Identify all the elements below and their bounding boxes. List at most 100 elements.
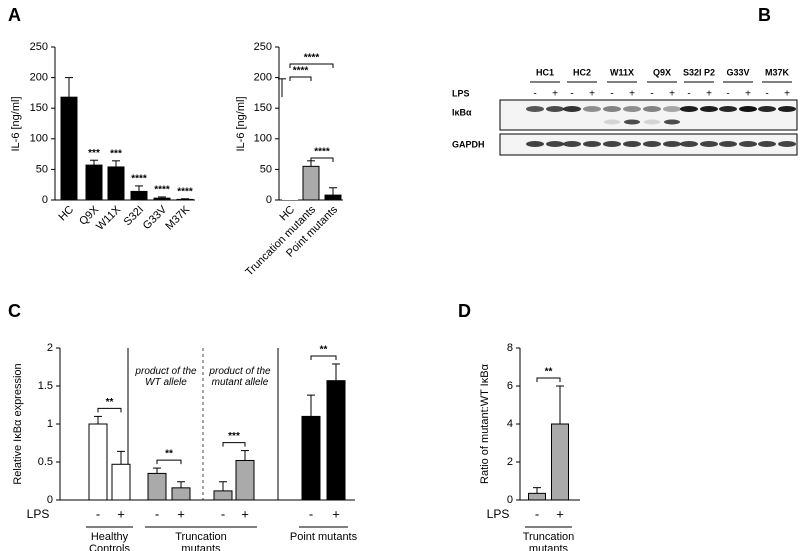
band — [663, 106, 681, 112]
lane-label: G33V — [726, 67, 749, 77]
band — [546, 106, 564, 112]
y-tick-label: 1.5 — [38, 380, 53, 392]
significance: ** — [320, 345, 328, 356]
y-axis-label: IL-6 [ng/ml] — [235, 96, 247, 151]
x-tick-label: + — [177, 506, 185, 521]
y-tick-label: 1 — [47, 418, 53, 430]
panel-label: C — [8, 301, 21, 321]
y-axis-label: Ratio of mutant:WT IκBα — [479, 363, 491, 484]
band — [643, 141, 661, 147]
y-tick-label: 100 — [30, 133, 48, 145]
bar — [171, 487, 191, 501]
treatment-tick: - — [650, 89, 653, 100]
band — [623, 141, 641, 147]
significance-bracket — [289, 76, 312, 81]
panel-label: A — [8, 5, 21, 25]
band — [603, 106, 621, 112]
band — [664, 119, 680, 125]
significance: **** — [154, 185, 170, 196]
treatment-tick: + — [706, 89, 712, 100]
treatment-tick: - — [533, 89, 536, 100]
bar — [111, 463, 131, 501]
treatment-tick: - — [570, 89, 573, 100]
treatment-tick: + — [552, 89, 558, 100]
x-tick-label: + — [241, 506, 249, 521]
x-tick-label: - — [535, 506, 539, 521]
band — [604, 119, 620, 125]
lane-label: HC1 — [536, 67, 554, 77]
y-tick-label: 100 — [254, 133, 272, 145]
lane-label: M37K — [765, 67, 790, 77]
bar — [176, 198, 194, 201]
significance: **** — [304, 53, 320, 64]
bar — [528, 492, 546, 501]
bar — [326, 380, 346, 501]
significance-bracket — [310, 157, 334, 162]
band — [526, 106, 544, 112]
y-tick-label: 4 — [507, 418, 513, 430]
band — [623, 106, 641, 112]
significance: **** — [314, 147, 330, 158]
band — [700, 106, 718, 112]
treatment-tick: + — [629, 89, 635, 100]
x-tick-label: W11X — [94, 203, 124, 233]
lane-label: HC2 — [573, 67, 591, 77]
band — [778, 141, 796, 147]
treatment-tick: - — [687, 89, 690, 100]
band — [739, 106, 757, 112]
y-tick-label: 6 — [507, 380, 513, 392]
y-tick-label: 50 — [260, 163, 272, 175]
y-tick-label: 200 — [30, 72, 48, 84]
group-label: Truncation mutants — [522, 531, 575, 551]
y-tick-label: 150 — [30, 102, 48, 114]
band — [739, 141, 757, 147]
y-tick-label: 250 — [30, 41, 48, 53]
y-tick-label: 0.5 — [38, 456, 53, 468]
annotation: product of the mutant allele — [209, 366, 271, 388]
x-tick-label: - — [309, 506, 313, 521]
x-axis-label: LPS — [27, 507, 50, 521]
band — [563, 141, 581, 147]
y-tick-label: 0 — [266, 194, 272, 206]
x-tick-label: + — [117, 506, 125, 521]
y-tick-label: 2 — [507, 456, 513, 468]
significance: *** — [88, 148, 100, 159]
bar — [302, 165, 320, 201]
x-tick-label: G33V — [141, 203, 170, 232]
y-tick-label: 200 — [254, 72, 272, 84]
band — [583, 141, 601, 147]
blot-frame — [499, 99, 798, 131]
y-axis-label: Relative IκBα expression — [12, 363, 24, 484]
y-axis-label: IL-6 [ng/ml] — [10, 96, 22, 151]
band — [644, 119, 660, 125]
significance-bracket — [222, 442, 246, 447]
band — [719, 106, 737, 112]
lane-label: W11X — [610, 67, 634, 77]
significance: *** — [228, 431, 240, 442]
y-tick-label: 8 — [507, 342, 513, 354]
y-tick-label: 0 — [507, 494, 513, 506]
significance: ** — [106, 397, 114, 408]
treatment-tick: + — [745, 89, 751, 100]
band — [624, 119, 640, 125]
band — [663, 141, 681, 147]
row-label: IκBα — [452, 107, 472, 117]
x-tick-label: + — [556, 506, 564, 521]
x-tick-label: M37K — [163, 203, 192, 232]
bar — [107, 166, 125, 201]
treatment-tick: + — [784, 89, 790, 100]
panel-label: D — [458, 301, 471, 321]
bar — [551, 423, 569, 501]
significance-bracket — [536, 377, 561, 382]
panel-label: B — [758, 5, 771, 25]
significance-bracket — [289, 63, 334, 68]
significance: *** — [110, 148, 122, 159]
band — [526, 141, 544, 147]
treatment-tick: - — [765, 89, 768, 100]
significance: ** — [545, 367, 553, 378]
significance-bracket — [310, 355, 337, 360]
y-tick-label: 0 — [47, 494, 53, 506]
y-tick-label: 2 — [47, 342, 53, 354]
bar — [282, 97, 298, 200]
